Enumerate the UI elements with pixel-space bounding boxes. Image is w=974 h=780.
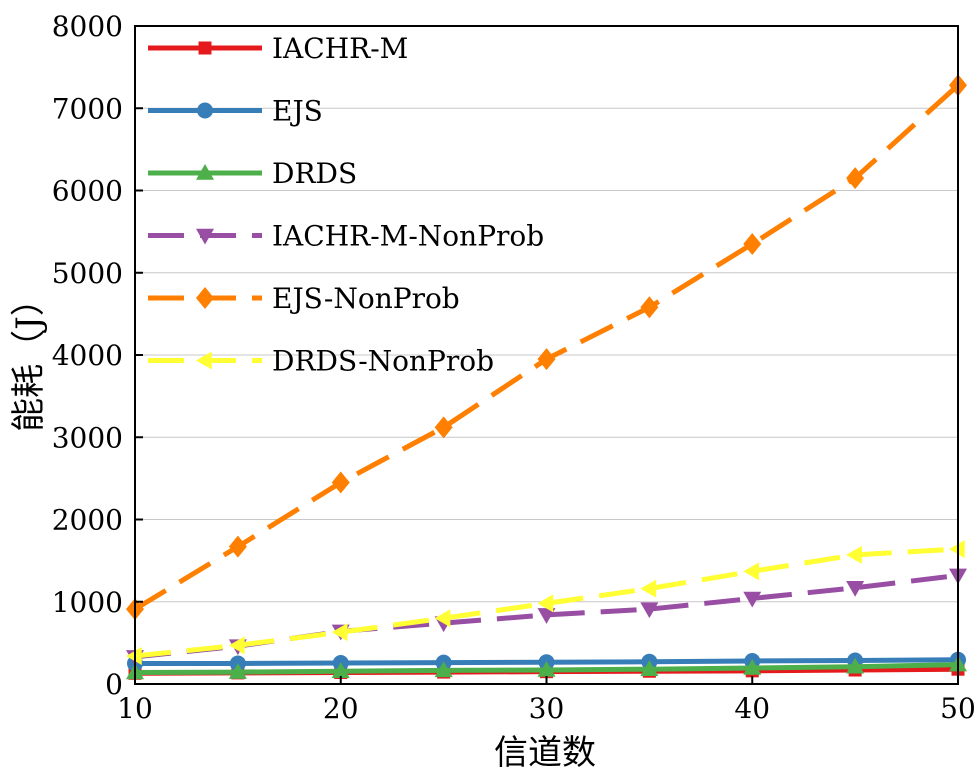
legend-label: IACHR-M-NonProb xyxy=(272,220,544,253)
y-tick-label: 3000 xyxy=(52,421,123,454)
x-tick-label: 20 xyxy=(323,692,359,725)
y-tick-label: 5000 xyxy=(52,257,123,290)
y-tick-label: 1000 xyxy=(52,586,123,619)
data-point xyxy=(228,535,247,558)
data-point xyxy=(743,232,762,255)
legend-item: DRDS-NonProb xyxy=(148,345,494,378)
data-point xyxy=(640,579,657,598)
legend-marker xyxy=(196,351,212,370)
x-tick-label: 40 xyxy=(734,692,770,725)
x-tick-label: 50 xyxy=(940,692,974,725)
series-line xyxy=(133,83,960,612)
data-point xyxy=(743,658,762,675)
y-axis-title: 能耗（J） xyxy=(9,282,49,432)
data-point xyxy=(434,661,453,678)
legend-marker xyxy=(196,287,214,309)
grid xyxy=(135,107,958,603)
data-point xyxy=(537,348,556,371)
data-point xyxy=(331,662,350,679)
data-point xyxy=(640,660,659,676)
x-axis-ticks: 10 20 30 40 50 xyxy=(117,676,974,725)
data-point xyxy=(640,602,659,619)
legend-item: IACHR-M-NonProb xyxy=(148,220,544,253)
legend: IACHR-M EJS DRDS IACHR-M-NonProb EJS-NonProb… xyxy=(148,32,544,378)
y-tick-label: 0 xyxy=(105,668,123,701)
series-2 xyxy=(126,655,967,680)
data-point xyxy=(743,591,762,608)
data-point xyxy=(846,167,865,190)
series-layer xyxy=(126,74,967,680)
series-3 xyxy=(126,568,967,666)
y-tick-label: 2000 xyxy=(52,504,123,537)
data-point xyxy=(846,581,865,597)
legend-label: DRDS xyxy=(272,157,357,190)
legend-item: IACHR-M xyxy=(148,32,408,65)
legend-item: EJS xyxy=(148,95,323,128)
series-line xyxy=(134,546,959,659)
legend-item: EJS-NonProb xyxy=(148,282,460,315)
legend-item: DRDS xyxy=(148,157,357,190)
y-axis-ticks: 0 1000 2000 3000 4000 5000 6000 7000 8000 xyxy=(52,10,143,701)
legend-marker xyxy=(197,102,213,119)
x-tick-label: 10 xyxy=(117,692,153,725)
legend-label: EJS-NonProb xyxy=(272,282,460,315)
data-point xyxy=(846,545,862,564)
data-point xyxy=(228,636,245,655)
data-point xyxy=(537,608,556,624)
legend-label: DRDS-NonProb xyxy=(272,345,494,378)
y-tick-label: 6000 xyxy=(52,175,123,208)
data-point xyxy=(126,647,142,666)
data-point xyxy=(331,471,350,494)
data-point xyxy=(537,594,554,613)
legend-marker xyxy=(196,228,214,245)
x-tick-label: 30 xyxy=(529,692,565,725)
data-point xyxy=(228,663,247,679)
data-point xyxy=(949,540,965,559)
data-point xyxy=(434,609,451,628)
series-5 xyxy=(126,540,965,666)
data-point xyxy=(434,416,453,439)
series-4 xyxy=(126,74,967,621)
data-point xyxy=(331,623,348,642)
legend-label: IACHR-M xyxy=(272,32,408,65)
y-tick-label: 7000 xyxy=(52,92,123,125)
data-point xyxy=(537,661,556,677)
y-tick-label: 8000 xyxy=(52,10,123,43)
legend-marker xyxy=(196,164,214,180)
data-point xyxy=(640,296,659,319)
x-axis-title: 信道数 xyxy=(494,733,596,773)
y-tick-label: 4000 xyxy=(52,339,123,372)
legend-label: EJS xyxy=(272,95,323,128)
data-point xyxy=(846,657,865,674)
legend-marker xyxy=(198,41,212,55)
data-point xyxy=(743,562,759,581)
